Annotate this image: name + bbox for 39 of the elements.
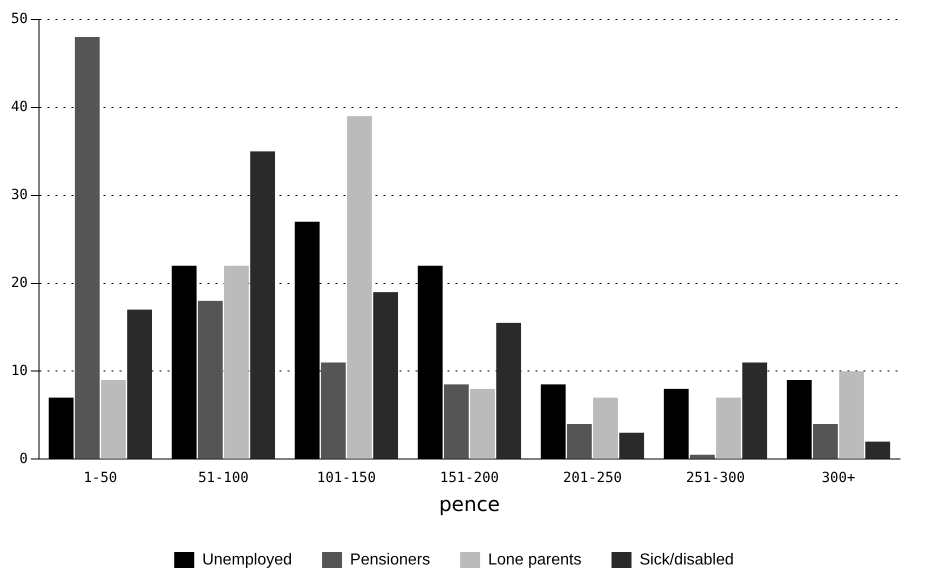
y-tick-label: 20 bbox=[11, 274, 28, 291]
bar bbox=[566, 424, 592, 459]
x-tick-label: 51-100 bbox=[198, 470, 249, 486]
bar bbox=[320, 362, 346, 459]
x-axis-title: pence bbox=[438, 492, 500, 516]
x-tick-label: 151-200 bbox=[440, 470, 499, 486]
bar bbox=[74, 36, 100, 459]
y-tick-label: 30 bbox=[11, 186, 28, 203]
bar bbox=[593, 398, 618, 459]
bar bbox=[101, 380, 126, 459]
y-tick-label: 0 bbox=[19, 450, 28, 467]
bar bbox=[839, 371, 864, 459]
y-tick-label: 10 bbox=[11, 362, 28, 379]
bar bbox=[373, 292, 398, 459]
legend-label: Sick/disabled bbox=[640, 551, 734, 568]
legend-label: Pensioners bbox=[350, 551, 430, 568]
bar bbox=[865, 442, 890, 459]
bar bbox=[619, 432, 644, 459]
bar bbox=[250, 151, 276, 459]
legend-label: Lone parents bbox=[488, 551, 582, 568]
x-tick-label: 300+ bbox=[822, 470, 856, 486]
x-tick-label: 251-300 bbox=[686, 470, 745, 486]
bar bbox=[127, 310, 152, 459]
y-tick-label: 40 bbox=[11, 99, 28, 115]
bar bbox=[470, 388, 495, 459]
bar bbox=[690, 454, 715, 459]
x-tick-label: 101-150 bbox=[316, 470, 376, 486]
bar bbox=[347, 116, 372, 459]
bar bbox=[742, 362, 768, 459]
bar bbox=[444, 384, 469, 459]
bar bbox=[496, 322, 522, 459]
legend-label: Unemployed bbox=[202, 551, 292, 568]
bar bbox=[198, 300, 223, 459]
bar bbox=[224, 266, 249, 459]
x-tick-label: 1-50 bbox=[84, 470, 118, 486]
bar bbox=[716, 398, 741, 459]
x-tick-label: 201-250 bbox=[562, 470, 622, 486]
y-tick-label: 50 bbox=[11, 11, 28, 28]
bar bbox=[813, 424, 838, 459]
